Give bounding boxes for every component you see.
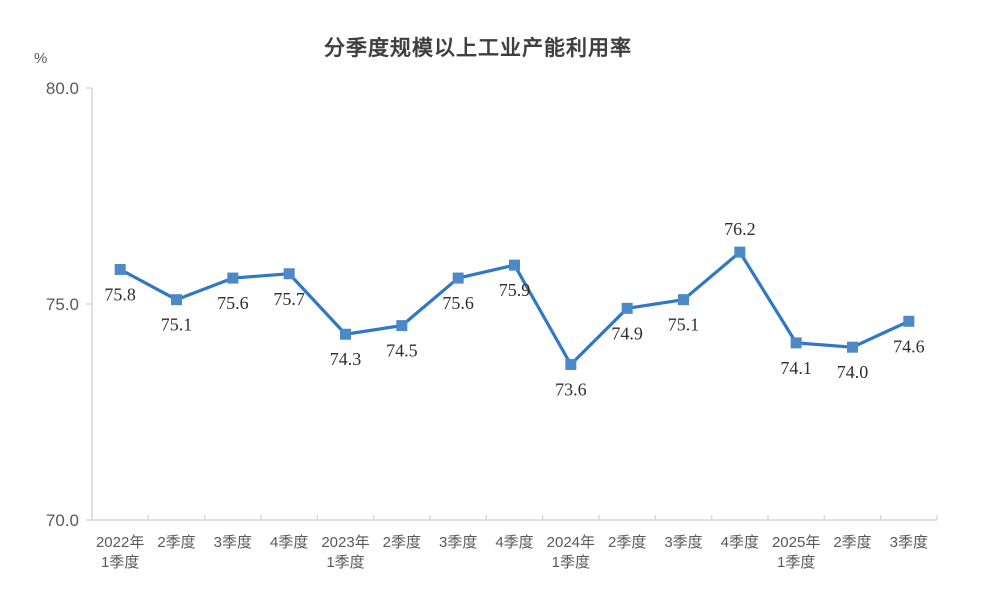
data-point-marker xyxy=(509,259,520,271)
data-point-label: 73.6 xyxy=(555,379,587,399)
data-point-label: 74.5 xyxy=(386,341,418,361)
y-tick-label: 70.0 xyxy=(46,511,79,530)
data-point-label: 74.6 xyxy=(893,336,925,356)
data-point-marker xyxy=(396,320,408,332)
x-tick-label: 1季度 xyxy=(777,554,815,571)
y-tick-label: 75.0 xyxy=(46,295,79,314)
data-point-label: 75.1 xyxy=(161,315,193,335)
data-point-label: 74.3 xyxy=(330,349,362,369)
chart-title: 分季度规模以上工业产能利用率 xyxy=(324,37,632,60)
x-tick-label: 1季度 xyxy=(101,554,139,571)
x-tick-label: 2季度 xyxy=(833,534,871,551)
x-tick-label: 2季度 xyxy=(383,534,421,551)
x-tick-label: 3季度 xyxy=(439,534,477,551)
x-tick-label: 4季度 xyxy=(270,534,308,551)
data-point-label: 75.8 xyxy=(104,284,136,304)
x-tick-label: 3季度 xyxy=(664,534,702,551)
data-point-label: 75.6 xyxy=(442,293,474,313)
x-tick-label: 2025年 xyxy=(772,534,820,551)
data-point-label: 75.6 xyxy=(217,293,249,313)
data-point-label: 74.1 xyxy=(780,358,812,378)
x-tick-label: 4季度 xyxy=(495,534,533,551)
x-tick-label: 1季度 xyxy=(552,554,590,571)
data-point-marker xyxy=(565,358,577,370)
data-point-marker xyxy=(847,341,858,353)
data-point-label: 75.1 xyxy=(668,315,700,335)
data-point-marker xyxy=(340,328,351,340)
x-tick-label: 2022年 xyxy=(96,534,144,551)
data-point-marker xyxy=(734,246,746,258)
x-tick-label: 2季度 xyxy=(608,534,646,551)
data-point-label: 75.9 xyxy=(499,280,531,300)
x-tick-label: 2024年 xyxy=(547,534,595,551)
x-tick-label: 1季度 xyxy=(326,554,364,571)
x-tick-label: 2季度 xyxy=(157,534,195,551)
y-axis-unit-label: % xyxy=(34,50,48,67)
x-tick-label: 3季度 xyxy=(890,534,928,551)
data-point-marker xyxy=(621,302,633,314)
x-tick-label: 4季度 xyxy=(721,534,759,551)
data-point-marker xyxy=(903,315,915,327)
data-point-marker xyxy=(171,294,182,306)
data-point-marker xyxy=(227,272,239,284)
data-point-marker xyxy=(114,263,126,275)
data-point-label: 75.7 xyxy=(273,289,305,309)
x-tick-label: 2023年 xyxy=(321,534,369,551)
data-point-marker xyxy=(452,272,464,284)
data-point-marker xyxy=(790,337,802,349)
data-point-label: 74.0 xyxy=(837,362,869,382)
data-point-marker xyxy=(678,294,689,306)
data-point-label: 76.2 xyxy=(724,219,756,239)
y-tick-label: 80.0 xyxy=(46,79,79,98)
data-point-label: 74.9 xyxy=(611,323,643,343)
data-point-marker xyxy=(283,268,295,280)
x-tick-label: 3季度 xyxy=(214,534,252,551)
